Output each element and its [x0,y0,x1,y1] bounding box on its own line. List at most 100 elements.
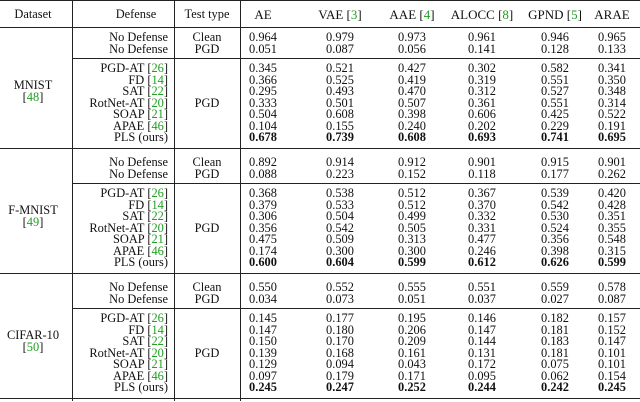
defense-cell: No Defense [28,156,168,169]
value-cell: 0.582 [541,61,569,75]
value-cell: 0.356 [541,232,569,246]
value-cell: 0.101 [598,345,626,360]
value-cell: 0.088 [249,166,277,181]
value-cell: 0.131 [468,345,496,360]
value-cell: 0.348 [598,84,626,98]
test-type-cell: PGD [194,95,220,110]
value-cell: 0.242 [541,380,569,394]
value-cell: 0.512 [398,186,426,200]
header-defense: Defense [115,7,157,21]
defense-label: SAT [122,334,145,348]
value-cell: 0.530 [541,209,569,223]
method-name: ALOCC [450,7,495,22]
citation-ref: 26 [151,186,164,200]
value-cell: 0.428 [598,197,626,212]
defense-cell: RotNet-AT [20] [89,345,168,360]
value-cell: 0.341 [598,61,626,75]
value-cell: 0.051 [398,291,426,306]
value-cell: 0.548 [598,232,626,246]
value-cell: 0.333 [249,95,277,110]
value-cell: 0.144 [468,334,496,348]
value-cell: 0.147 [598,334,626,348]
value-cell: 0.542 [326,220,354,235]
value-cell: 0.914 [326,155,354,169]
value-cell: 0.087 [326,41,354,56]
value-cell: 0.155 [326,118,354,133]
value-cell: 0.181 [541,322,569,337]
value-cell: 0.170 [326,334,354,348]
value-cell: 0.612 [468,255,496,269]
value-cell: 0.608 [326,107,354,121]
value-cell: 0.145 [249,311,277,325]
value-cell: 0.262 [598,166,626,181]
value-cell: 0.152 [598,322,626,337]
defense-cell: PGD-AT [26] [100,186,168,200]
dataset-ref: [49] [22,214,44,229]
defense-cell: PLS (ours) [28,131,168,144]
defense-label: No Defense [109,30,168,44]
dataset-ref: [50] [22,339,44,354]
value-cell: 0.499 [398,209,426,223]
value-cell: 0.332 [468,209,496,223]
header-test-type: Test type [184,7,230,21]
defense-label: APAE [113,118,145,133]
test-type-cell: Clean [192,155,222,169]
header-method: AE [223,8,303,21]
value-cell: 0.419 [398,72,426,87]
dataset-name: MNIST [13,77,53,92]
header-method: ARAE [572,8,640,21]
defense-cell: PLS (ours) [28,381,168,394]
value-cell: 0.306 [249,209,277,223]
defense-cell: SAT [22] [122,334,168,348]
value-cell: 0.147 [468,322,496,337]
value-cell: 0.161 [398,345,426,360]
value-cell: 0.345 [249,61,277,75]
value-cell: 0.533 [326,197,354,212]
value-cell: 0.527 [541,84,569,98]
citation-ref: 50 [26,339,40,354]
block-inner-rule [72,183,640,184]
citation-ref: 22 [151,84,164,98]
citation-ref: 8 [502,7,509,22]
defense-label: PLS (ours) [113,380,168,394]
value-cell: 0.578 [598,280,626,294]
defense-label: No Defense [109,291,168,306]
value-cell: 0.425 [541,107,569,121]
value-cell: 0.172 [468,357,496,371]
value-cell: 0.128 [541,41,569,56]
value-cell: 0.608 [398,130,426,144]
value-cell: 0.427 [398,61,426,75]
value-cell: 0.522 [598,107,626,121]
value-cell: 0.741 [541,130,569,144]
defense-label: SOAP [113,357,145,371]
value-cell: 0.244 [468,380,496,394]
value-cell: 0.157 [598,311,626,325]
block-inner-rule [72,58,640,59]
defense-cell: RotNet-AT [20] [89,220,168,235]
value-cell: 0.367 [468,186,496,200]
value-cell: 0.398 [398,107,426,121]
value-cell: 0.368 [249,186,277,200]
citation-ref: 20 [151,220,164,235]
defense-cell: FD [14] [128,72,168,87]
citation-ref: 22 [151,209,164,223]
value-cell: 0.379 [249,197,277,212]
value-cell: 0.141 [468,41,496,56]
value-cell: 0.154 [598,368,626,383]
value-cell: 0.979 [326,30,354,44]
citation-ref: 46 [151,243,164,258]
value-cell: 0.477 [468,232,496,246]
value-cell: 0.739 [326,130,354,144]
defense-cell: SOAP [21] [113,107,168,121]
value-cell: 0.965 [598,30,626,44]
defense-label: APAE [113,243,145,258]
value-cell: 0.599 [598,255,626,269]
test-type-cell: PGD [194,220,220,235]
test-type-cell: Clean [192,30,222,44]
defense-cell: No Defense [28,31,168,44]
value-cell: 0.195 [398,311,426,325]
citation-ref: 26 [151,61,164,75]
citation-ref: 5 [571,7,578,22]
header-method: GPND [5] [528,7,582,22]
